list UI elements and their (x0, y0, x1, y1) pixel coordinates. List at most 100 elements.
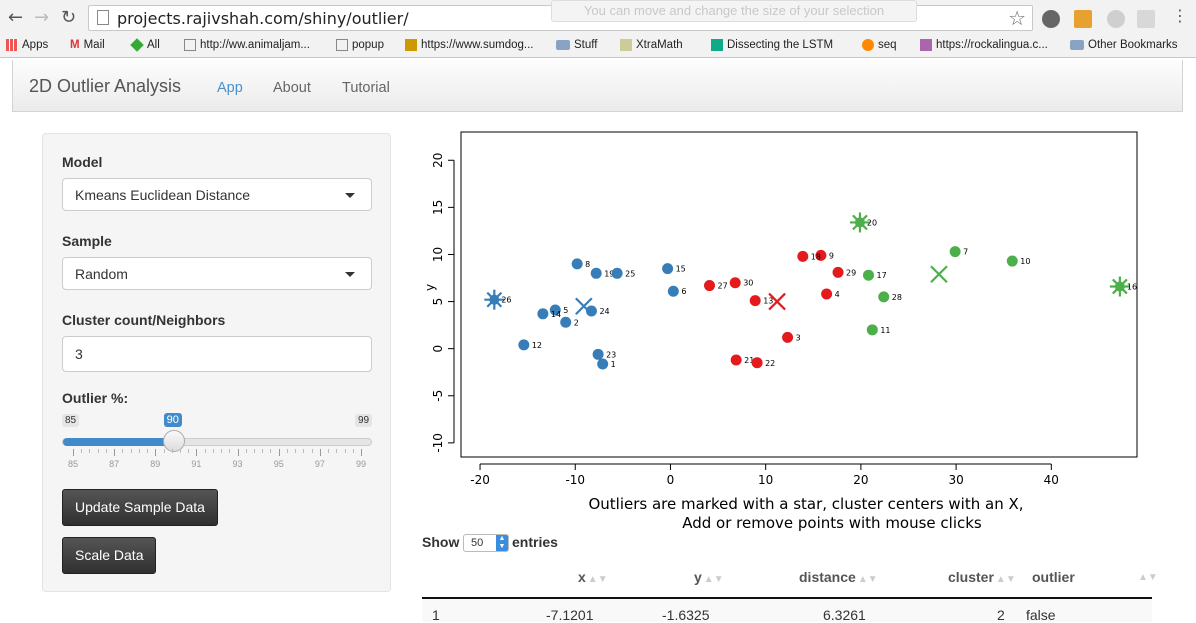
seq-icon (862, 39, 874, 51)
slider-tick (286, 449, 288, 453)
point-label: 23 (606, 350, 616, 359)
point-label: 12 (532, 341, 542, 350)
tab-tutorial[interactable]: Tutorial (342, 80, 390, 96)
selection-tooltip: You can move and change the size of your… (551, 0, 917, 22)
tab-about[interactable]: About (273, 80, 311, 96)
slider-tick (138, 449, 140, 453)
bookmark-apps[interactable]: Apps (6, 39, 48, 51)
slider-tick-label: 85 (67, 459, 79, 469)
cluster-count-input[interactable]: 3 (62, 336, 372, 372)
data-point (821, 288, 833, 300)
slider-tick (163, 449, 165, 453)
data-point (863, 269, 875, 281)
slider-tick (97, 449, 99, 453)
bookmark-xtramath[interactable]: XtraMath (620, 39, 683, 51)
extension-icon[interactable] (1107, 10, 1125, 28)
app-brand[interactable]: 2D Outlier Analysis (29, 76, 182, 96)
data-point (749, 295, 761, 307)
tab-app[interactable]: App (217, 80, 243, 96)
y-tick-label: 15 (431, 200, 445, 215)
bookmark-seq[interactable]: seq (862, 39, 897, 51)
menu-icon[interactable]: ⋮ (1172, 6, 1188, 25)
data-point (729, 277, 741, 289)
slider-tick (270, 449, 272, 453)
chevron-down-icon (345, 272, 355, 277)
bookmark-lstm[interactable]: Dissecting the LSTM (711, 39, 833, 51)
model-select[interactable]: Kmeans Euclidean Distance (62, 178, 372, 211)
point-label: 2 (574, 318, 579, 327)
slider-tick (105, 449, 107, 453)
data-point (667, 285, 679, 297)
data-point (590, 267, 602, 279)
point-label: 21 (744, 356, 754, 365)
point-label: 15 (676, 265, 686, 274)
x-tick-label: -10 (565, 473, 585, 487)
column-header-y[interactable]: y ▲▼ (694, 569, 724, 585)
plot-frame (460, 131, 1138, 458)
slider-tick (212, 449, 214, 453)
slider-tick (114, 449, 116, 456)
address-text[interactable]: projects.rajivshah.com/shiny/outlier/ (117, 9, 409, 28)
bookmark-mail[interactable]: M Mail (70, 39, 105, 51)
bookmark-popup[interactable]: popup (336, 39, 384, 51)
sample-select-value: Random (75, 266, 128, 282)
sort-icon: ▲▼ (857, 574, 878, 585)
point-label: 26 (501, 296, 511, 305)
slider-tick (295, 449, 297, 453)
slider-tick (130, 449, 132, 453)
sort-icon[interactable]: ▲▼ (1138, 572, 1158, 583)
data-point (751, 357, 763, 369)
point-label: 16 (1127, 282, 1137, 291)
outlier-slider-track[interactable] (62, 430, 372, 452)
point-label: 10 (1020, 257, 1030, 266)
point-label: 25 (625, 269, 635, 278)
reload-icon[interactable]: ↻ (61, 7, 77, 28)
cell-row-index: 1 (432, 607, 440, 623)
scale-data-button[interactable]: Scale Data (62, 537, 157, 574)
bookmark-stuff[interactable]: Stuff (556, 39, 597, 51)
point-label: 3 (796, 333, 801, 342)
x-tick-label: 40 (1044, 473, 1059, 487)
bookmark-animaljam[interactable]: http://ww.animaljam... (184, 39, 310, 51)
bookmark-sumdog[interactable]: https://www.sumdog... (405, 39, 534, 51)
slider-tick (245, 449, 247, 453)
point-label: 6 (681, 287, 686, 296)
data-point (866, 324, 878, 336)
bookmark-rockalingua[interactable]: https://rockalingua.c... (920, 39, 1048, 51)
outlier-star-point (1109, 276, 1130, 297)
outlier-slider-handle[interactable] (162, 430, 185, 452)
chevron-down-icon (345, 193, 355, 198)
extension-icon[interactable] (1074, 10, 1092, 28)
forward-icon[interactable]: → (34, 7, 50, 28)
cluster-center-x (575, 297, 593, 316)
data-point (730, 354, 742, 366)
back-icon[interactable]: ← (8, 7, 24, 28)
column-header-distance[interactable]: distance ▲▼ (799, 569, 878, 585)
extension-icon[interactable] (1137, 10, 1155, 28)
table-length-select[interactable]: 50 ▲ ▼ (463, 534, 509, 552)
column-header-x[interactable]: x ▲▼ (578, 569, 608, 585)
slider-tick-label: 87 (109, 459, 120, 469)
slider-tick (303, 449, 305, 453)
point-label: 1 (611, 360, 616, 369)
bookmark-all[interactable]: All (130, 38, 160, 52)
point-label: 27 (718, 282, 728, 291)
column-header-cluster[interactable]: cluster ▲▼ (948, 569, 1016, 585)
point-label: 13 (763, 297, 773, 306)
slider-tick (229, 449, 231, 453)
sample-select[interactable]: Random (62, 257, 372, 290)
address-bar[interactable]: projects.rajivshah.com/shiny/outlier/ Yo… (88, 0, 1033, 31)
bookmark-other[interactable]: Other Bookmarks (1070, 39, 1177, 51)
column-header-outlier[interactable]: outlier (1032, 569, 1075, 585)
extension-icon[interactable] (1042, 10, 1060, 28)
point-label: 8 (585, 260, 590, 269)
update-sample-button[interactable]: Update Sample Data (62, 489, 218, 526)
cell-distance: 6.3261 (823, 607, 866, 623)
x-tick-label: 0 (667, 473, 675, 487)
data-point (878, 291, 890, 303)
point-label: 28 (892, 293, 902, 302)
slider-tick (81, 449, 83, 453)
slider-tick (344, 449, 346, 453)
bookmark-star-icon[interactable]: ☆ (1008, 8, 1026, 30)
